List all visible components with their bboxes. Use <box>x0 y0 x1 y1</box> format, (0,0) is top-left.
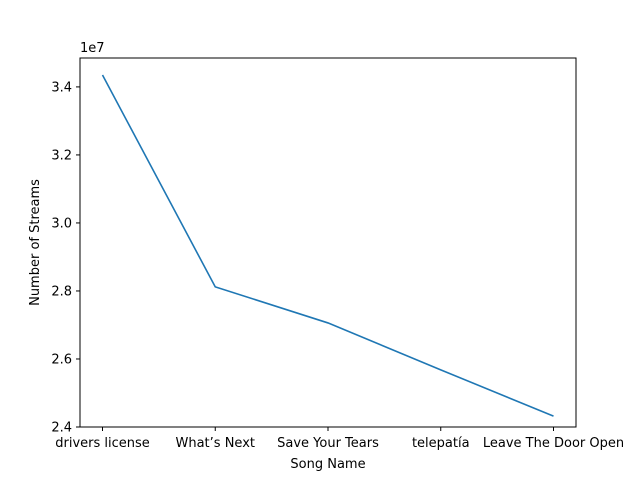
y-tick-label: 3.2 <box>51 148 72 163</box>
plot-frame <box>79 57 577 428</box>
x-tick-label: Leave The Door Open <box>483 436 624 451</box>
y-tick-label: 2.6 <box>51 352 72 367</box>
y-offset-label: 1e7 <box>80 41 105 56</box>
y-tick-label: 2.4 <box>51 421 72 436</box>
ticks-layer: drivers license What’s Next Save Your Tear… <box>51 80 624 451</box>
y-axis-label: Number of Streams <box>28 179 43 306</box>
x-tick-label: drivers license <box>55 436 150 451</box>
x-tick-label: telepatía <box>412 436 470 451</box>
y-tick-label: 3.0 <box>51 216 72 231</box>
x-tick-label: Save Your Tears <box>277 436 379 451</box>
series-line <box>101 74 554 417</box>
y-tick-label: 3.4 <box>51 80 72 95</box>
y-tick-label: 2.8 <box>51 284 72 299</box>
x-axis-label: Song Name <box>290 457 365 472</box>
x-tick-label: What’s Next <box>176 436 255 451</box>
